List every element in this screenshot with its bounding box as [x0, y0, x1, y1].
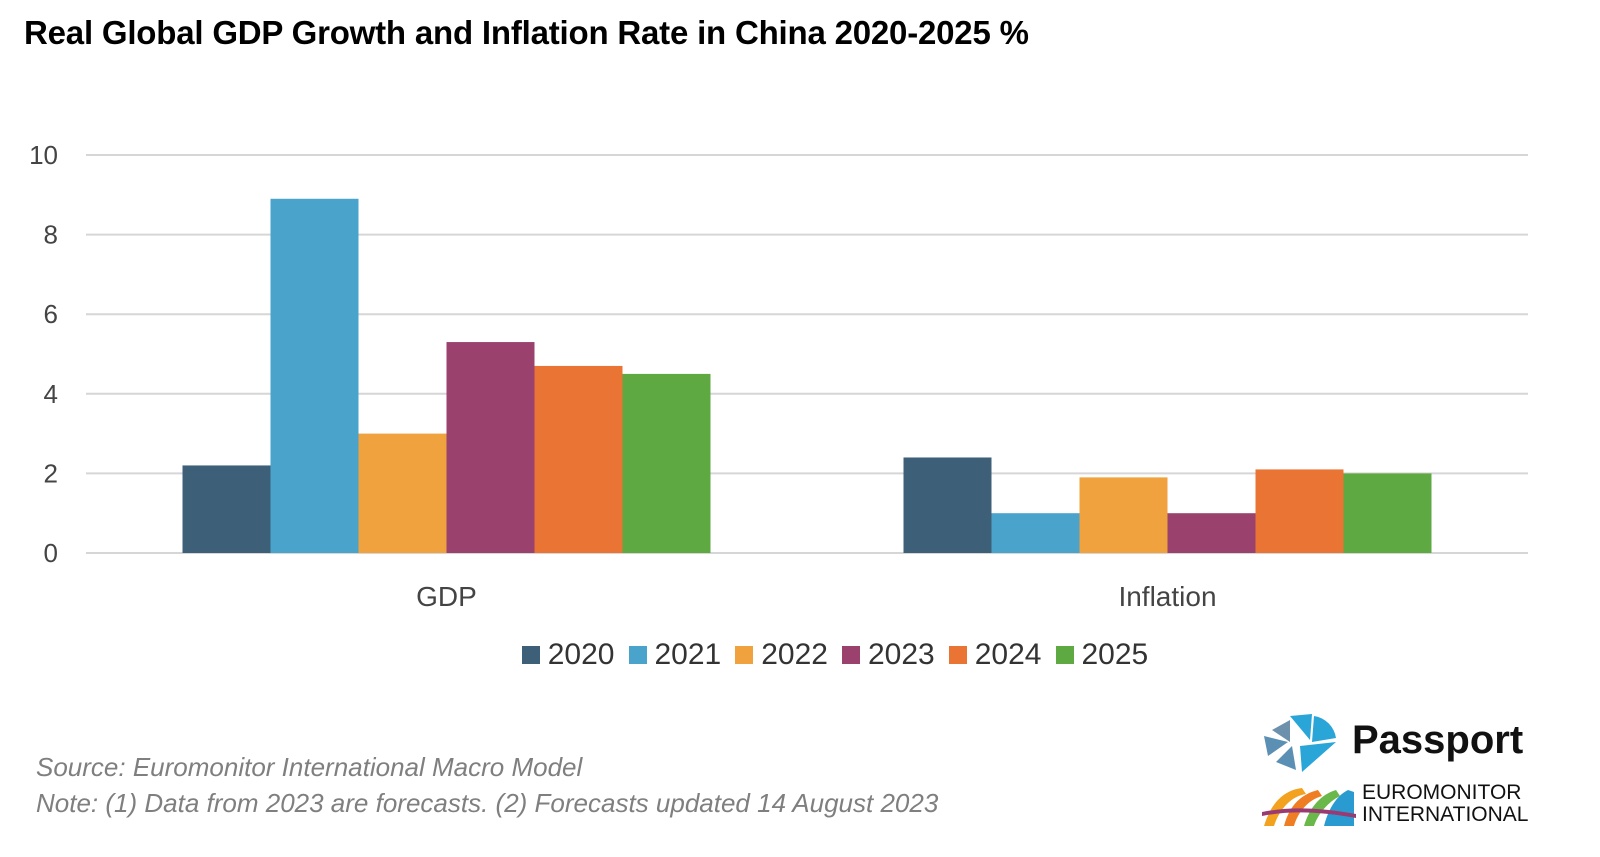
bar-gdp-2022 [358, 433, 447, 553]
bar-inflation-2023 [1167, 513, 1256, 553]
euromonitor-line2: INTERNATIONAL [1362, 803, 1529, 826]
passport-euromonitor-logo: Passport EUROMONITOR INTERNATIONAL [1262, 712, 1552, 832]
bar-inflation-2022 [1079, 477, 1168, 553]
legend-item-2023: 2023 [842, 638, 935, 672]
forecast-note: Note: (1) Data from 2023 are forecasts. … [36, 788, 939, 818]
bar-gdp-2025 [622, 373, 711, 553]
legend-label: 2025 [1081, 638, 1149, 671]
y-tick-label: 0 [44, 538, 58, 568]
source-note: Source: Euromonitor International Macro … [36, 752, 583, 782]
legend-label: 2021 [654, 638, 722, 671]
x-axis-categories: GDP Inflation [416, 581, 1216, 612]
legend: 2020 2021 2022 2023 2024 2025 [0, 638, 1340, 672]
y-tick-label: 4 [44, 379, 58, 409]
bar-inflation-2024 [1255, 469, 1344, 553]
passport-logo-icon [1264, 714, 1336, 772]
legend-item-2022: 2022 [735, 638, 828, 672]
legend-item-2024: 2024 [948, 638, 1042, 672]
y-tick-label: 2 [44, 458, 58, 488]
bar-inflation-2020 [903, 457, 992, 553]
legend-swatch [948, 646, 967, 664]
legend-swatch [628, 646, 647, 664]
euromonitor-brand: EUROMONITOR INTERNATIONAL [1362, 782, 1528, 826]
bar-inflation-2025 [1343, 473, 1432, 553]
bars [182, 198, 1432, 553]
legend-item-2021: 2021 [628, 638, 722, 672]
x-category-label: GDP [416, 581, 477, 612]
bar-gdp-2020 [182, 465, 271, 553]
y-axis-ticks: 0 2 4 6 8 10 [29, 140, 58, 568]
legend-label: 2020 [547, 638, 615, 671]
bar-chart: 0 2 4 6 8 10 GDP Inflation [29, 140, 1528, 612]
legend-label: 2024 [974, 638, 1042, 671]
legend-swatch [735, 646, 754, 664]
bar-gdp-2023 [446, 342, 535, 553]
legend-item-2020: 2020 [521, 638, 615, 672]
passport-brand: Passport [1352, 718, 1524, 762]
y-tick-label: 10 [29, 140, 58, 170]
legend-label: 2023 [868, 638, 935, 671]
bar-gdp-2021 [270, 198, 359, 553]
bar-inflation-2021 [991, 513, 1080, 553]
y-tick-label: 8 [44, 220, 58, 250]
bar-gdp-2024 [534, 365, 623, 553]
euromonitor-logo-icon [1262, 788, 1356, 826]
x-category-label: Inflation [1118, 581, 1216, 612]
chart-title: Real Global GDP Growth and Inflation Rat… [24, 14, 1029, 51]
y-tick-label: 6 [44, 299, 58, 329]
legend-label: 2022 [761, 638, 828, 671]
legend-item-2025: 2025 [1055, 638, 1149, 672]
legend-swatch [1055, 646, 1074, 664]
legend-swatch [842, 646, 860, 664]
legend-swatch [521, 646, 540, 664]
euromonitor-line1: EUROMONITOR [1362, 781, 1522, 804]
